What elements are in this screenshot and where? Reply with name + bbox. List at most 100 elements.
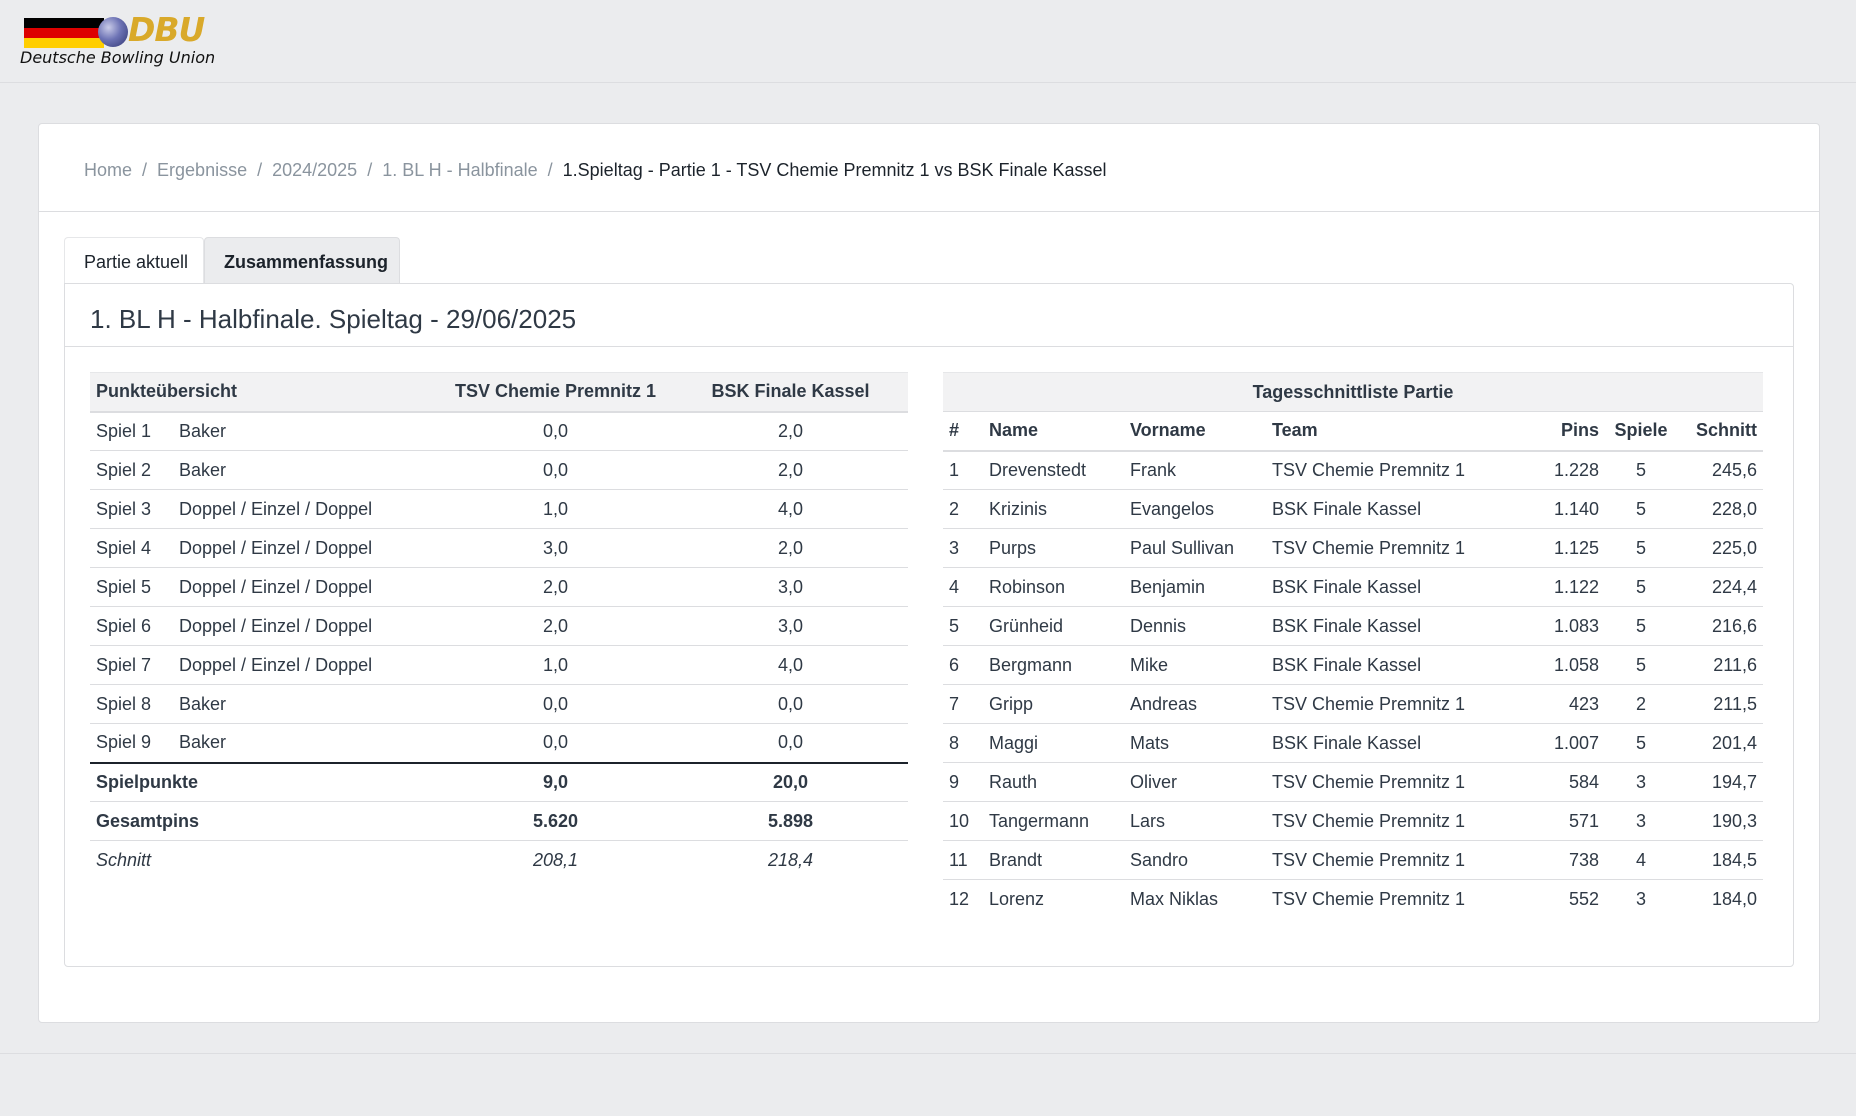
player-pins: 1.122 (1553, 576, 1599, 597)
player-first-name: Lars (1130, 810, 1166, 831)
average-table-header: # Name Vorname Team Pins Spiele Schnitt (943, 412, 1763, 451)
rank: 10 (949, 810, 970, 831)
player-team: TSV Chemie Premnitz 1 (1272, 849, 1466, 870)
player-first-name: Dennis (1130, 615, 1187, 636)
game-mode: Baker (179, 732, 227, 753)
game-label: Spiel 6 (96, 615, 152, 636)
player-average: 225,0 (1711, 537, 1757, 558)
game-label: Spiel 9 (96, 732, 152, 753)
total-away: 20,0 (772, 771, 809, 792)
header-name[interactable]: Name (989, 420, 1039, 441)
game-mode: Doppel / Einzel / Doppel (179, 498, 373, 519)
table-row: 7 Gripp Andreas TSV Chemie Premnitz 1 423 2 21… (943, 685, 1763, 724)
header-pins[interactable]: Pins (1560, 420, 1599, 441)
header-schnitt[interactable]: Schnitt (1696, 420, 1757, 441)
rank: 2 (949, 498, 960, 519)
player-average: 245,6 (1711, 459, 1757, 480)
breadcrumb-home[interactable]: Home (84, 160, 133, 180)
player-first-name: Sandro (1130, 849, 1189, 870)
total-home: 9,0 (542, 771, 569, 792)
breadcrumb-separator: / (547, 160, 553, 180)
player-pins: 584 (1568, 771, 1599, 792)
breadcrumb-league[interactable]: 1. BL H - Halbfinale (382, 160, 538, 180)
rank: 9 (949, 771, 960, 792)
game-mode: Doppel / Einzel / Doppel (179, 654, 373, 675)
home-points: 0,0 (542, 732, 569, 753)
breadcrumb-ergebnisse[interactable]: Ergebnisse (157, 160, 248, 180)
player-name: Rauth (989, 771, 1038, 792)
home-points: 2,0 (542, 576, 569, 597)
german-flag-icon (24, 18, 104, 48)
game-label: Spiel 4 (96, 537, 152, 558)
home-points: 0,0 (542, 420, 569, 441)
table-row: 8 Maggi Mats BSK Finale Kassel 1.007 5 201,4 (943, 724, 1763, 763)
player-average: 211,5 (1713, 693, 1757, 714)
game-label: Spiel 5 (96, 576, 152, 597)
breadcrumb: Home / Ergebnisse / 2024/2025 / 1. BL H - Halb… (39, 124, 1819, 212)
player-games: 2 (1635, 693, 1646, 714)
dbu-logo[interactable]: DBU Deutsche Bowling Union (20, 10, 220, 70)
table-row: Spiel 2 Baker 0,0 2,0 (90, 451, 908, 490)
table-row: Spiel 7 Doppel / Einzel / Doppel 1,0 4,0 (90, 646, 908, 685)
table-row: 4 Robinson Benjamin BSK Finale Kassel 1.122 5… (943, 568, 1763, 607)
points-header-label: Punkteübersicht (96, 381, 238, 402)
away-points: 3,0 (777, 576, 804, 597)
away-points: 4,0 (777, 654, 804, 675)
game-label: Spiel 1 (96, 420, 152, 441)
table-row: 2 Krizinis Evangelos BSK Finale Kassel 1.140… (943, 490, 1763, 529)
header-spiele[interactable]: Spiele (1614, 420, 1668, 441)
points-table: Punkteübersicht TSV Chemie Premnitz 1 BS… (90, 372, 908, 880)
player-team: BSK Finale Kassel (1272, 732, 1422, 753)
player-team: TSV Chemie Premnitz 1 (1272, 771, 1466, 792)
player-pins: 1.140 (1553, 498, 1599, 519)
player-average: 216,6 (1711, 615, 1757, 636)
player-team: TSV Chemie Premnitz 1 (1272, 459, 1466, 480)
game-label: Spiel 2 (96, 459, 152, 480)
player-average: 211,6 (1713, 654, 1757, 675)
game-mode: Baker (179, 459, 227, 480)
table-row: 1 Drevenstedt Frank TSV Chemie Premnitz 1 1.… (943, 451, 1763, 490)
player-first-name: Benjamin (1130, 576, 1206, 597)
table-row: 9 Rauth Oliver TSV Chemie Premnitz 1 584 3 194… (943, 763, 1763, 802)
table-row: 5 Grünheid Dennis BSK Finale Kassel 1.083 5 21… (943, 607, 1763, 646)
player-team: BSK Finale Kassel (1272, 498, 1422, 519)
table-row: Spiel 5 Doppel / Einzel / Doppel 2,0 3,0 (90, 568, 908, 607)
header-team[interactable]: Team (1272, 420, 1318, 441)
game-label: Spiel 7 (96, 654, 152, 675)
away-points: 4,0 (777, 498, 804, 519)
game-mode: Doppel / Einzel / Doppel (179, 537, 373, 558)
game-mode: Baker (179, 693, 227, 714)
rank: 4 (949, 576, 960, 597)
site-footer (0, 1053, 1856, 1116)
away-points: 2,0 (777, 537, 804, 558)
player-team: BSK Finale Kassel (1272, 654, 1422, 675)
player-pins: 423 (1568, 693, 1599, 714)
total-row-schnitt: Schnitt 208,1 218,4 (90, 841, 908, 880)
player-games: 5 (1635, 459, 1646, 480)
player-team: TSV Chemie Premnitz 1 (1272, 537, 1466, 558)
away-points: 2,0 (777, 459, 804, 480)
total-label: Gesamtpins (96, 810, 200, 831)
rank: 1 (949, 459, 960, 480)
player-first-name: Oliver (1130, 771, 1178, 792)
bowling-ball-icon (98, 17, 128, 47)
header-vorname[interactable]: Vorname (1130, 420, 1206, 441)
table-row: 10 Tangermann Lars TSV Chemie Premnitz 1 571… (943, 802, 1763, 841)
player-games: 3 (1635, 771, 1646, 792)
player-name: Maggi (989, 732, 1039, 753)
site-header: DBU Deutsche Bowling Union (0, 0, 1856, 83)
total-row-gesamtpins: Gesamtpins 5.620 5.898 (90, 802, 908, 841)
header-rank[interactable]: # (949, 420, 960, 441)
tab-zusammenfassung[interactable]: Zusammenfassung (204, 237, 400, 283)
logo-brand: DBU (128, 10, 205, 49)
breadcrumb-season[interactable]: 2024/2025 (272, 160, 358, 180)
breadcrumb-separator: / (257, 160, 263, 180)
player-first-name: Andreas (1130, 693, 1198, 714)
player-games: 5 (1635, 537, 1646, 558)
table-row: 6 Bergmann Mike BSK Finale Kassel 1.058 5 211,… (943, 646, 1763, 685)
tab-partie-aktuell[interactable]: Partie aktuell (64, 237, 204, 283)
player-first-name: Mats (1130, 732, 1170, 753)
table-row: Spiel 1 Baker 0,0 2,0 (90, 412, 908, 451)
table-row: Spiel 8 Baker 0,0 0,0 (90, 685, 908, 724)
breadcrumb-separator: / (367, 160, 373, 180)
